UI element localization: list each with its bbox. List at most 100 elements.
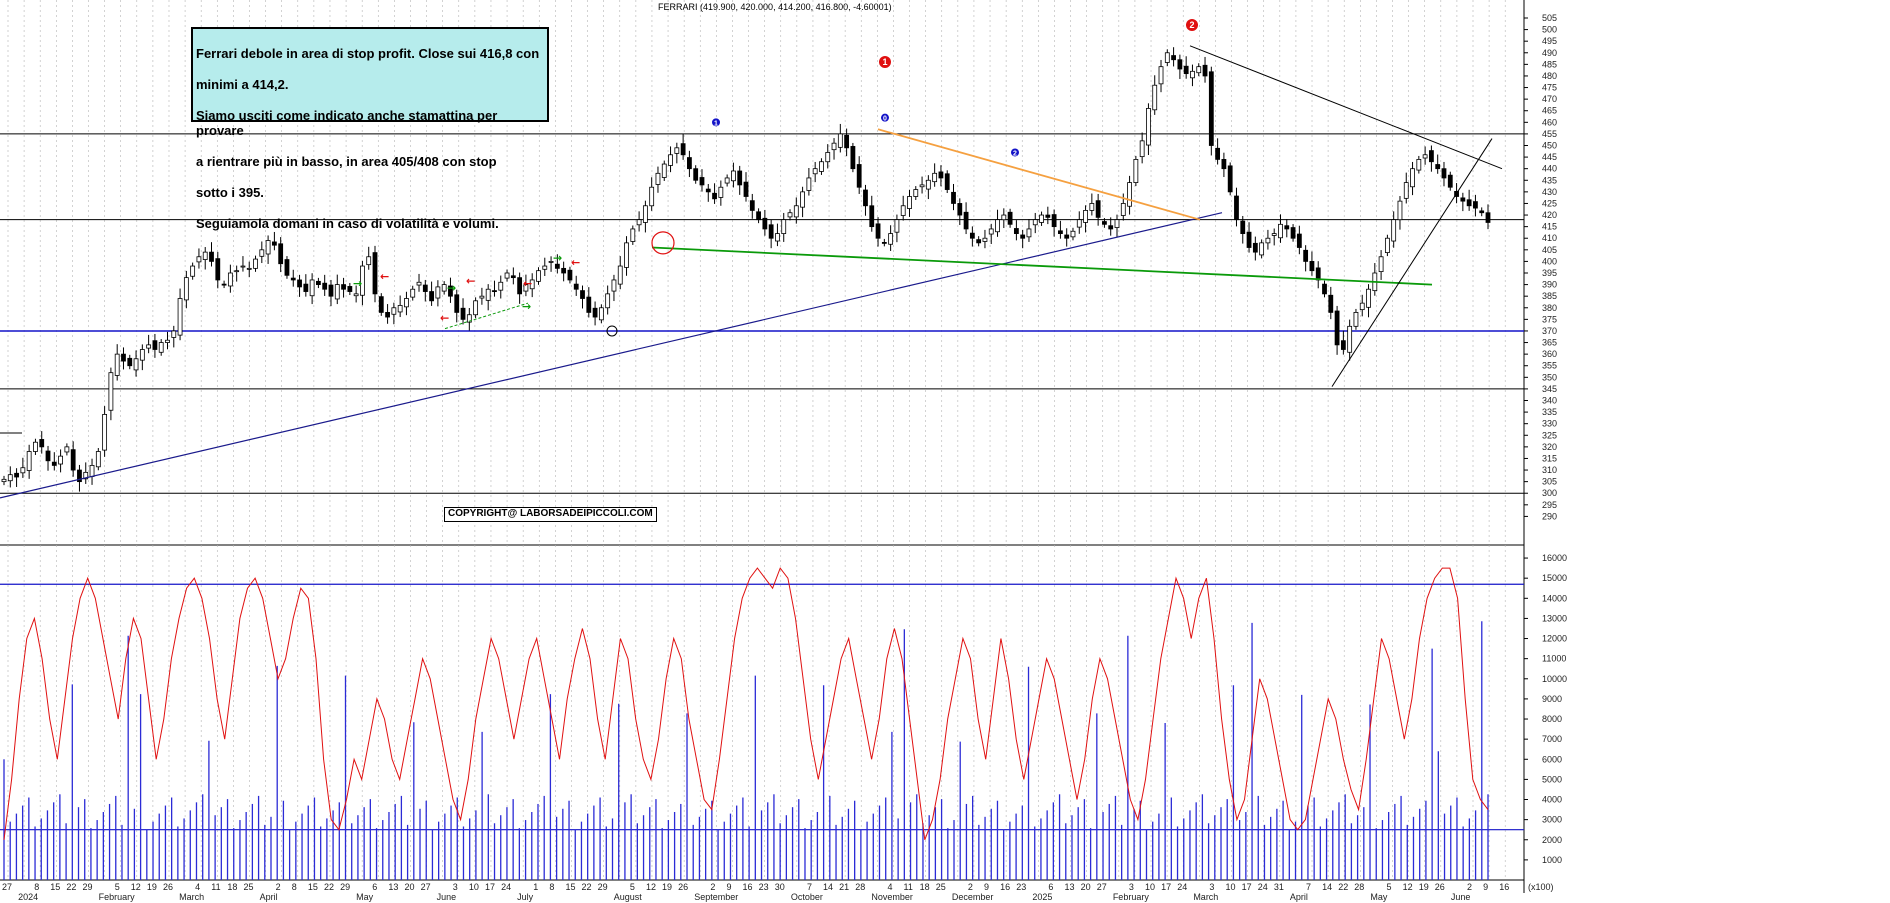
volume-tick-label: 8000 (1542, 714, 1562, 724)
candle (1391, 211, 1397, 248)
candle-body (1227, 165, 1233, 193)
candle-body (309, 279, 315, 297)
candle (397, 295, 403, 318)
candle (1334, 305, 1340, 355)
volume-scale-label: (x100) (1528, 882, 1554, 892)
price-tick-label: 450 (1542, 141, 1557, 151)
candle (448, 277, 453, 303)
candle-body (642, 205, 648, 223)
candle-body (416, 281, 422, 286)
candle-body (70, 449, 76, 471)
candle (863, 184, 868, 216)
candle-body (139, 349, 145, 361)
candle-body (165, 339, 170, 343)
candle (661, 160, 667, 181)
candle (473, 297, 479, 319)
candle-body (429, 291, 434, 302)
volume-tick-label: 9000 (1542, 694, 1562, 704)
candle-body (303, 283, 309, 292)
date-label: May (1370, 892, 1388, 902)
candle (1039, 211, 1044, 226)
candle-body (1435, 164, 1441, 170)
candle-body (466, 314, 472, 323)
candle (687, 150, 692, 178)
candle-body (869, 205, 875, 228)
volume-tick-label: 15000 (1542, 573, 1567, 583)
candle (592, 301, 598, 326)
candle-body (1108, 225, 1114, 230)
wave-marker (881, 113, 889, 122)
date-label: 26 (678, 882, 688, 892)
candle (265, 235, 271, 264)
candle (1384, 234, 1390, 257)
candle (793, 197, 799, 224)
price-tick-label: 425 (1542, 198, 1557, 208)
candle (542, 257, 548, 277)
candle (837, 123, 843, 153)
candle-body (850, 146, 856, 170)
candle (963, 202, 969, 235)
candle-body (26, 451, 32, 471)
candle-body (265, 240, 271, 255)
candle (322, 274, 328, 296)
candle (1139, 132, 1145, 164)
candle-body (982, 237, 988, 242)
date-label: 12 (1403, 882, 1413, 892)
date-label: 19 (1419, 882, 1429, 892)
candle (1108, 217, 1114, 236)
volume-tick-label: 6000 (1542, 754, 1562, 764)
candle (605, 285, 611, 315)
candle (1152, 75, 1158, 115)
candle (712, 183, 717, 204)
candle (957, 198, 963, 226)
candle (1208, 66, 1214, 156)
candle-body (737, 170, 743, 186)
candle (819, 158, 824, 175)
candle (221, 280, 227, 289)
candle-body (1120, 203, 1126, 216)
wave-marker-label: 0 (883, 116, 887, 123)
candle-body (1378, 256, 1384, 273)
date-label: December (952, 892, 994, 902)
price-tick-label: 490 (1542, 48, 1557, 58)
candle-body (190, 265, 196, 277)
price-tick-label: 455 (1542, 129, 1557, 139)
candle (1007, 208, 1013, 228)
candle (932, 163, 938, 187)
candle (718, 180, 724, 206)
candle (89, 458, 95, 485)
price-tick-label: 365 (1542, 338, 1557, 348)
date-label: September (694, 892, 738, 902)
volume-tick-label: 2000 (1542, 835, 1562, 845)
candle-body (127, 357, 133, 367)
candle (1183, 56, 1189, 79)
price-tick-label: 440 (1542, 164, 1557, 174)
candle-body (278, 243, 284, 265)
candle (995, 209, 1000, 237)
volume-tick-label: 16000 (1542, 553, 1567, 563)
candle-body (158, 342, 164, 353)
signal-arrow: ← (380, 270, 389, 283)
candle (642, 200, 648, 233)
candle-body (1347, 325, 1353, 353)
price-tick-label: 500 (1542, 25, 1557, 35)
candle-body (995, 219, 1000, 233)
candle-body (1403, 182, 1409, 199)
candle (429, 281, 434, 306)
date-label: 2 (1467, 882, 1472, 892)
candle-body (385, 312, 390, 318)
price-tick-label: 485 (1542, 59, 1557, 69)
candle (1353, 308, 1359, 330)
date-label: 11 (904, 882, 913, 892)
candle-body (586, 296, 592, 313)
candle-body (410, 288, 416, 298)
candle (1372, 263, 1378, 296)
candle-body (517, 277, 523, 295)
date-label: 10 (469, 882, 479, 892)
date-label: 16 (743, 882, 753, 892)
candle-body (460, 307, 466, 320)
date-label: April (1290, 892, 1308, 902)
candle-body (844, 134, 850, 149)
candle (982, 229, 988, 249)
candle-body (806, 177, 812, 191)
